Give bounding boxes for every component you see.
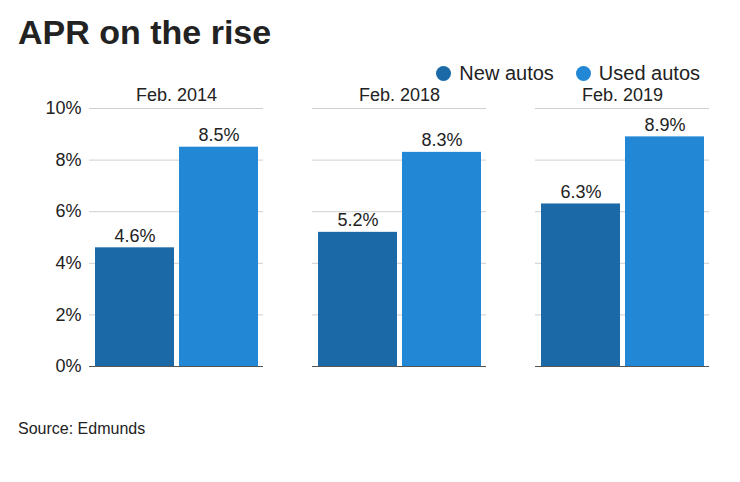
svg-text:4.6%: 4.6% bbox=[114, 226, 155, 246]
svg-text:6.3%: 6.3% bbox=[560, 182, 601, 202]
svg-text:Feb. 2018: Feb. 2018 bbox=[359, 88, 440, 105]
svg-text:8.3%: 8.3% bbox=[421, 130, 462, 150]
svg-text:8.9%: 8.9% bbox=[644, 115, 685, 135]
svg-text:4%: 4% bbox=[55, 253, 81, 273]
svg-text:0%: 0% bbox=[55, 356, 81, 376]
html-text:New autos: New autos bbox=[459, 61, 554, 84]
svg-text:8.5%: 8.5% bbox=[198, 125, 239, 145]
html-text:Used autos: Used autos bbox=[598, 61, 700, 84]
html-text:Source: Edmunds: Source: Edmunds bbox=[18, 420, 146, 437]
html-text:APR on the rise: APR on the rise bbox=[18, 13, 272, 51]
svg-text:Feb. 2014: Feb. 2014 bbox=[136, 88, 217, 105]
svg-text:8%: 8% bbox=[55, 150, 81, 170]
svg-text:Feb. 2019: Feb. 2019 bbox=[582, 88, 663, 105]
svg-text:5.2%: 5.2% bbox=[337, 210, 378, 230]
svg-text:10%: 10% bbox=[45, 98, 81, 118]
svg-text:6%: 6% bbox=[55, 201, 81, 221]
svg-text:2%: 2% bbox=[55, 305, 81, 325]
